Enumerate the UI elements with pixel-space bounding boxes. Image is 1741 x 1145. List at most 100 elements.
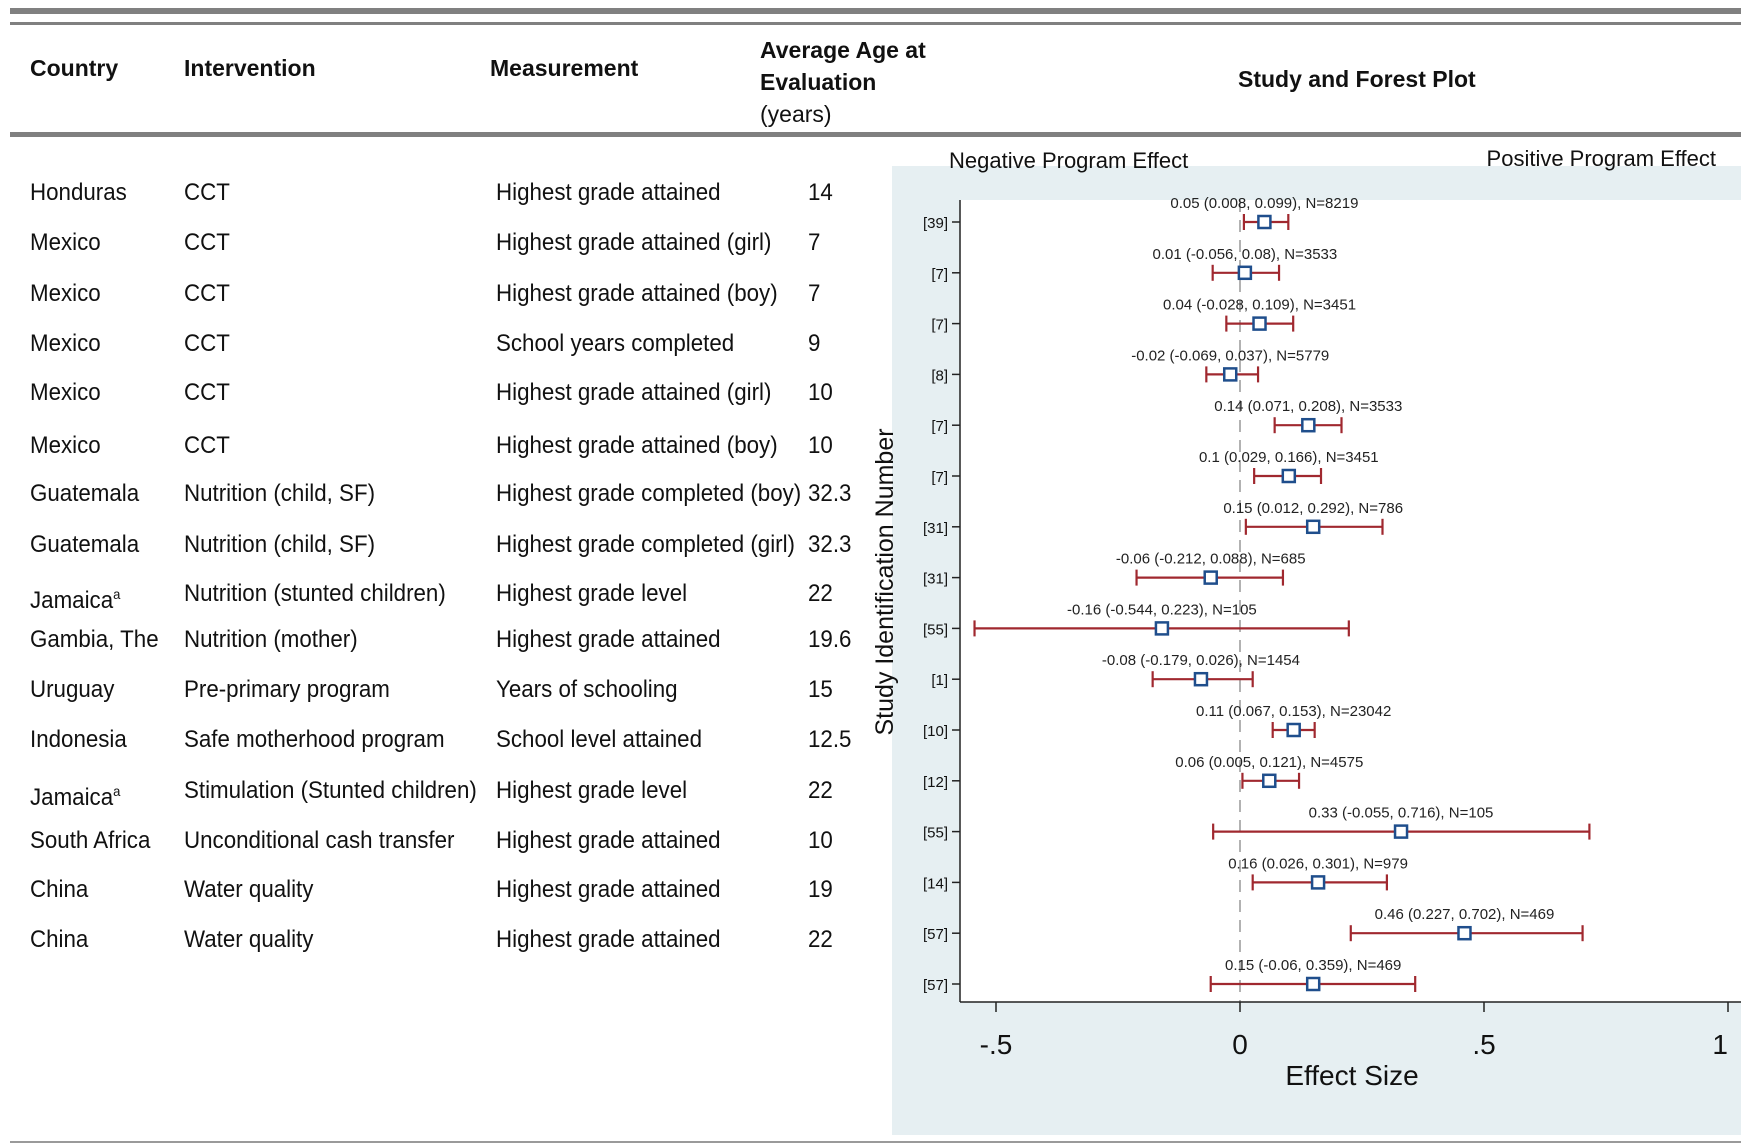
point-estimate-marker: [1154, 621, 1170, 636]
point-estimate-marker: [1301, 417, 1316, 433]
study-id-label: [7]: [931, 418, 948, 435]
estimate-annotation: -0.16 (-0.544, 0.223), N=105: [1067, 601, 1257, 618]
intervention-cell: Safe motherhood program: [184, 726, 445, 753]
header-age-line1: Average Age at: [760, 37, 926, 63]
estimate-annotation: 0.1 (0.029, 0.166), N=3451: [1199, 449, 1379, 466]
estimate-annotation: 0.46 (0.227, 0.702), N=469: [1375, 906, 1555, 923]
country-cell: Jamaicaa: [30, 771, 120, 818]
measurement-cell: Highest grade attained (girl): [496, 229, 772, 256]
point-estimate-marker: [1222, 367, 1238, 382]
intervention-cell: CCT: [184, 229, 230, 256]
country-name: Mexico: [30, 280, 101, 307]
country-cell: South Africa: [30, 821, 150, 861]
table-row: China Water quality Highest grade attained…: [0, 920, 890, 960]
country-name: Mexico: [30, 330, 101, 357]
country-name: South Africa: [30, 827, 151, 854]
age-cell: 22: [808, 926, 833, 953]
intervention-cell: Nutrition (stunted children): [184, 580, 446, 607]
intervention-cell: Nutrition (mother): [184, 626, 358, 653]
header-age: Average Age at Evaluation (years): [760, 34, 926, 130]
study-id-label: [8]: [931, 367, 948, 384]
measurement-cell: Highest grade attained: [496, 926, 721, 953]
header-measurement: Measurement: [490, 55, 639, 81]
table-row: Uruguay Pre-primary program Years of schoo…: [0, 670, 890, 710]
table-row: Mexico CCT School years completed 9: [0, 324, 890, 364]
point-estimate-marker: [1393, 824, 1409, 839]
country-cell: Mexico: [30, 426, 101, 466]
y-axis-title: Study Identification Number: [871, 428, 899, 735]
point-estimate-marker: [1457, 925, 1472, 941]
study-id-label: [10]: [923, 723, 948, 740]
measurement-cell: Highest grade completed (girl): [496, 531, 795, 558]
table-row: Jamaicaa Stimulation (Stunted children) Hi…: [0, 771, 890, 811]
intervention-cell: CCT: [184, 330, 230, 357]
age-cell: 10: [808, 379, 833, 406]
intervention-cell: CCT: [184, 379, 230, 406]
point-estimate-marker: [1305, 976, 1321, 992]
table-row: South Africa Unconditional cash transfer H…: [0, 821, 890, 861]
table-row: Jamaicaa Nutrition (stunted children) High…: [0, 574, 890, 614]
point-estimate-marker: [1310, 875, 1326, 890]
country-name: Guatemala: [30, 480, 140, 507]
bottom-rule: [10, 1141, 1741, 1143]
study-id-label: [7]: [931, 469, 948, 486]
estimate-annotation: -0.08 (-0.179, 0.026), N=1454: [1102, 652, 1300, 669]
study-id-label: [12]: [923, 774, 948, 791]
study-id-label: [57]: [923, 926, 948, 943]
country-name: Honduras: [30, 179, 127, 206]
country-cell: China: [30, 920, 88, 960]
study-id-label: [1]: [931, 672, 948, 689]
country-name: Jamaica: [30, 587, 114, 614]
age-cell: 14: [808, 179, 833, 206]
intervention-cell: Unconditional cash transfer: [184, 827, 455, 854]
measurement-cell: Highest grade attained (girl): [496, 379, 772, 406]
footnote-marker: a: [113, 783, 121, 799]
estimate-annotation: 0.11 (0.067, 0.153), N=23042: [1196, 703, 1391, 720]
country-cell: Mexico: [30, 274, 101, 314]
table-row: Gambia, The Nutrition (mother) Highest gra…: [0, 620, 890, 660]
measurement-cell: School years completed: [496, 330, 735, 357]
country-name: China: [30, 926, 89, 953]
estimate-annotation: 0.15 (-0.06, 0.359), N=469: [1225, 957, 1401, 974]
intervention-cell: Water quality: [184, 876, 314, 903]
country-name: Uruguay: [30, 676, 115, 703]
country-name: Indonesia: [30, 726, 127, 753]
country-name: Mexico: [30, 229, 101, 256]
header-intervention: Intervention: [184, 55, 316, 81]
table-row: Mexico CCT Highest grade attained (girl) 10: [0, 373, 890, 413]
study-id-label: [55]: [923, 825, 948, 842]
top-rule-thin: [10, 22, 1741, 25]
point-estimate-marker: [1252, 316, 1267, 331]
header-age-line2: Evaluation: [760, 69, 877, 95]
study-id-label: [14]: [923, 875, 948, 892]
measurement-cell: Highest grade level: [496, 580, 688, 607]
age-cell: 15: [808, 676, 833, 703]
table-row: Guatemala Nutrition (child, SF) Highest gr…: [0, 474, 890, 514]
estimate-annotation: -0.02 (-0.069, 0.037), N=5779: [1131, 347, 1329, 364]
study-id-label: [39]: [923, 215, 948, 232]
age-cell: 22: [808, 777, 833, 804]
country-name: Guatemala: [30, 531, 140, 558]
estimate-annotation: 0.15 (0.012, 0.292), N=786: [1223, 500, 1403, 517]
measurement-cell: Highest grade completed (boy): [496, 480, 802, 507]
table-row: China Water quality Highest grade attained…: [0, 870, 890, 910]
negative-effect-note: Negative Program Effect: [949, 148, 1188, 173]
estimate-annotation: 0.14 (0.071, 0.208), N=3533: [1214, 398, 1402, 415]
estimate-annotation: 0.05 (0.008, 0.099), N=8219: [1170, 195, 1358, 212]
intervention-cell: CCT: [184, 280, 230, 307]
estimate-annotation: -0.06 (-0.212, 0.088), N=685: [1116, 551, 1306, 568]
point-estimate-marker: [1305, 519, 1321, 535]
country-cell: Indonesia: [30, 720, 127, 760]
footnote-marker: a: [113, 586, 121, 602]
table-row: Indonesia Safe motherhood program School l…: [0, 720, 890, 760]
measurement-cell: Highest grade attained (boy): [496, 280, 778, 307]
header-plot: Study and Forest Plot: [1238, 66, 1476, 92]
country-cell: China: [30, 870, 88, 910]
age-cell: 7: [808, 280, 821, 307]
point-estimate-marker: [1203, 570, 1218, 585]
country-name: Mexico: [30, 432, 101, 459]
country-name: Mexico: [30, 379, 101, 406]
table-row: Mexico CCT Highest grade attained (boy) 7: [0, 274, 890, 314]
age-cell: 12.5: [808, 726, 852, 753]
